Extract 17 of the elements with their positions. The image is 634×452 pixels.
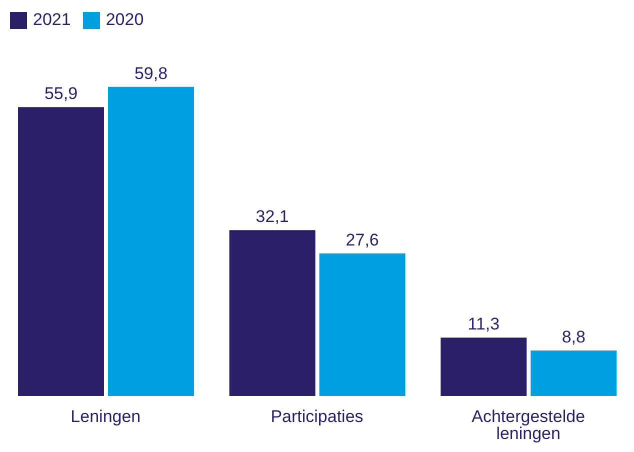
bar (530, 350, 617, 396)
bar (319, 253, 406, 396)
data-label: 11,3 (468, 314, 500, 334)
legend-label: 2021 (32, 10, 71, 30)
data-label: 59,8 (134, 64, 168, 83)
bar (440, 338, 527, 396)
data-label: 8,8 (562, 328, 586, 347)
data-label: 32,1 (256, 207, 289, 226)
bar (229, 230, 316, 396)
x-tick-label: Leningen (70, 407, 141, 426)
data-label: 55,9 (44, 84, 78, 104)
x-tick-label: Achtergestelde leningen (472, 407, 586, 444)
bar (108, 86, 194, 396)
legend-label: 2020 (104, 10, 144, 30)
data-label: 27,6 (346, 230, 379, 250)
x-tick-label: Participaties (270, 407, 364, 426)
bar (18, 107, 104, 396)
